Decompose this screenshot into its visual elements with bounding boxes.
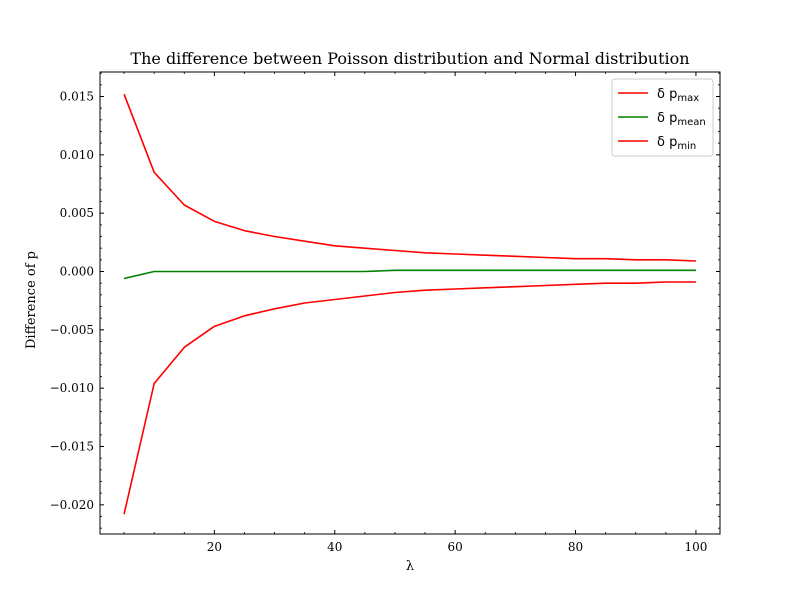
legend-label-main: δ p xyxy=(657,135,677,150)
legend-label-min: δ pmin xyxy=(657,135,696,152)
series-line-min xyxy=(123,281,696,515)
series-layer xyxy=(123,93,696,515)
legend-box xyxy=(611,78,714,157)
series-line-mean xyxy=(123,269,696,280)
x-tick-label: 60 xyxy=(448,540,463,554)
y-tick-label: 0.015 xyxy=(60,90,94,104)
legend-label-mean: δ pmean xyxy=(657,111,706,128)
legend-label-subscript: max xyxy=(677,93,699,104)
chart-title: The difference between Poisson distribut… xyxy=(130,49,689,68)
plot-frame xyxy=(99,71,721,535)
legend-label-main: δ p xyxy=(657,87,677,102)
x-tick-label: 100 xyxy=(684,540,707,554)
x-tick-label: 20 xyxy=(207,540,222,554)
x-tick-label: 40 xyxy=(327,540,342,554)
y-tick-label: 0.010 xyxy=(60,148,94,162)
y-tick-label: −0.015 xyxy=(50,440,94,454)
y-tick-label: 0.000 xyxy=(60,265,94,279)
legend-label-subscript: min xyxy=(677,141,696,152)
legend-label-subscript: mean xyxy=(677,117,705,128)
y-tick-label: −0.020 xyxy=(50,498,94,512)
x-axis-label: λ xyxy=(406,559,414,574)
y-tick-label: −0.005 xyxy=(50,323,94,337)
legend-label-max: δ pmax xyxy=(657,87,699,104)
y-tick-label: 0.005 xyxy=(60,206,94,220)
y-axis-label: Difference of p xyxy=(24,251,39,349)
y-tick-label: −0.010 xyxy=(50,381,94,395)
legend-label-main: δ p xyxy=(657,111,677,126)
series-line-max xyxy=(123,93,696,262)
x-tick-label: 80 xyxy=(568,540,583,554)
axes-layer: 20 40 60 80 100 −0.020 −0.015 −0.010 −0.005 0.000… xyxy=(50,71,721,554)
